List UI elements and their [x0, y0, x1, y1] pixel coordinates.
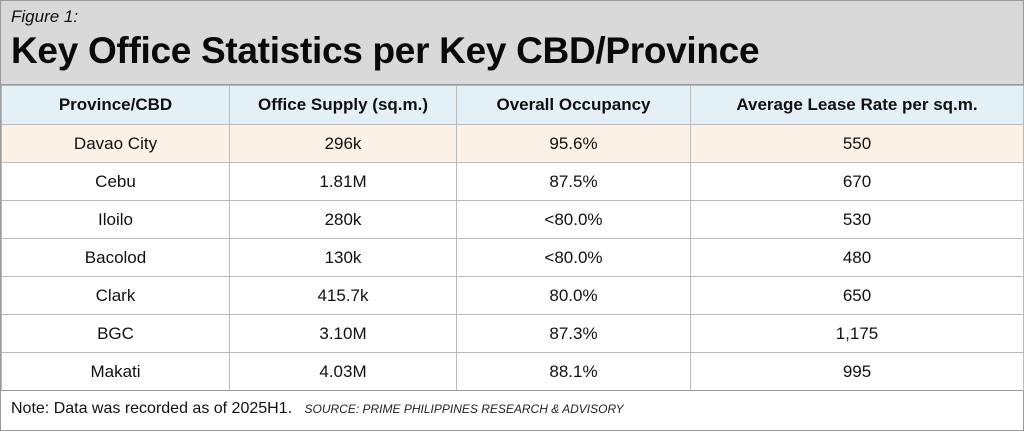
table-cell: 3.10M — [229, 314, 457, 353]
table-cell: <80.0% — [456, 238, 691, 277]
table-cell: Clark — [1, 276, 230, 315]
table-row: Iloilo 280k <80.0% 530 — [1, 200, 1024, 239]
table-cell: 95.6% — [456, 124, 691, 163]
table-cell: 4.03M — [229, 352, 457, 391]
table-row: Clark 415.7k 80.0% 650 — [1, 276, 1024, 315]
table-cell: 88.1% — [456, 352, 691, 391]
statistics-table: Province/CBD Office Supply (sq.m.) Overa… — [1, 85, 1024, 391]
table-row: Cebu 1.81M 87.5% 670 — [1, 162, 1024, 201]
table-cell: Makati — [1, 352, 230, 391]
table-cell: BGC — [1, 314, 230, 353]
table-cell: 130k — [229, 238, 457, 277]
column-header: Average Lease Rate per sq.m. — [690, 85, 1024, 125]
table-cell: 650 — [690, 276, 1024, 315]
table-cell: Davao City — [1, 124, 230, 163]
figure-footer: Note: Data was recorded as of 2025H1. SO… — [1, 390, 1023, 430]
table-cell: 80.0% — [456, 276, 691, 315]
source-credit: SOURCE: PRIME PHILIPPINES RESEARCH & ADV… — [304, 402, 624, 416]
table-cell: 296k — [229, 124, 457, 163]
figure-title: Key Office Statistics per Key CBD/Provin… — [11, 30, 760, 71]
footnote: Note: Data was recorded as of 2025H1. — [11, 400, 293, 417]
table-cell: 670 — [690, 162, 1024, 201]
table-cell: 550 — [690, 124, 1024, 163]
table-cell: <80.0% — [456, 200, 691, 239]
table-cell: 1.81M — [229, 162, 457, 201]
table-cell: 280k — [229, 200, 457, 239]
table-header-row: Province/CBD Office Supply (sq.m.) Overa… — [1, 85, 1024, 125]
table-cell: 530 — [690, 200, 1024, 239]
table-cell: Cebu — [1, 162, 230, 201]
table-cell: 480 — [690, 238, 1024, 277]
table-cell: 415.7k — [229, 276, 457, 315]
column-header: Office Supply (sq.m.) — [229, 85, 457, 125]
table-row: Makati 4.03M 88.1% 995 — [1, 352, 1024, 391]
table-row: BGC 3.10M 87.3% 1,175 — [1, 314, 1024, 353]
figure-header: Figure 1: Key Office Statistics per Key … — [1, 1, 1023, 85]
table-row: Davao City 296k 95.6% 550 — [1, 124, 1024, 163]
table-cell: Iloilo — [1, 200, 230, 239]
table-cell: 995 — [690, 352, 1024, 391]
figure-label: Figure 1: — [11, 7, 79, 26]
table-cell: 87.3% — [456, 314, 691, 353]
table-row: Bacolod 130k <80.0% 480 — [1, 238, 1024, 277]
table-cell: 1,175 — [690, 314, 1024, 353]
table-cell: Bacolod — [1, 238, 230, 277]
column-header: Province/CBD — [1, 85, 230, 125]
column-header: Overall Occupancy — [456, 85, 691, 125]
table-cell: 87.5% — [456, 162, 691, 201]
